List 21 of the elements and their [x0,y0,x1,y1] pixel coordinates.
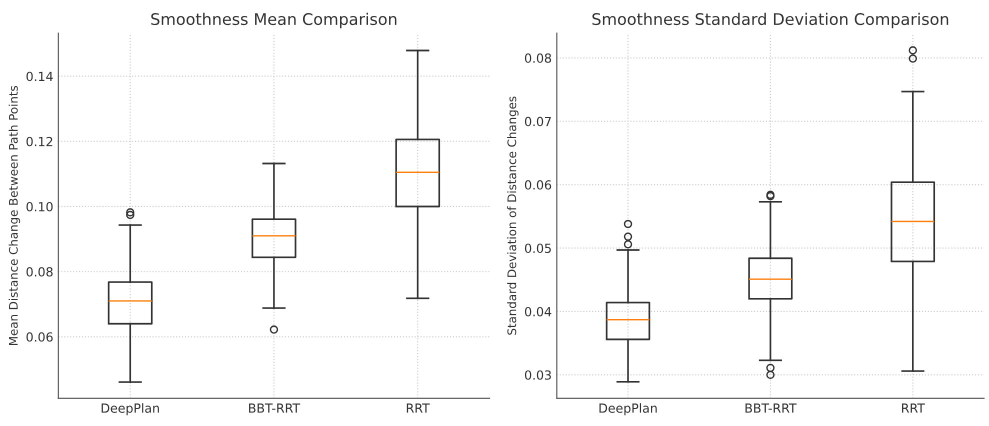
y-axis-title: Mean Distance Change Between Path Points [8,86,20,346]
y-tick-label: 0.08 [524,53,552,63]
x-tick-label: DeepPlan [599,403,657,416]
y-tick-label: 0.10 [26,202,53,212]
x-tick-label: BBT-RRT [746,404,797,413]
x-tick-label: RRT [902,404,925,413]
chart-title: Smoothness Standard Deviation Comparison [592,12,948,28]
y-tick-label: 0.05 [524,244,551,254]
y-tick-label: 0.07 [524,116,551,126]
x-tick-label: RRT [406,404,430,413]
y-tick-label: 0.08 [26,267,53,277]
y-tick-label: 0.14 [26,72,53,82]
y-axis-title: Standard Deviation of Distance Changes [507,96,519,335]
chart-title: Smoothness Mean Comparison [151,12,396,28]
x-tick-label: BBT-RRT [249,404,300,413]
y-tick-label: 0.03 [524,370,551,380]
x-tick-label: DeepPlan [102,403,159,416]
y-tick-label: 0.04 [524,306,552,316]
y-tick-label: 0.12 [26,136,52,146]
y-tick-label: 0.06 [524,180,552,190]
y-tick-label: 0.06 [26,332,53,342]
